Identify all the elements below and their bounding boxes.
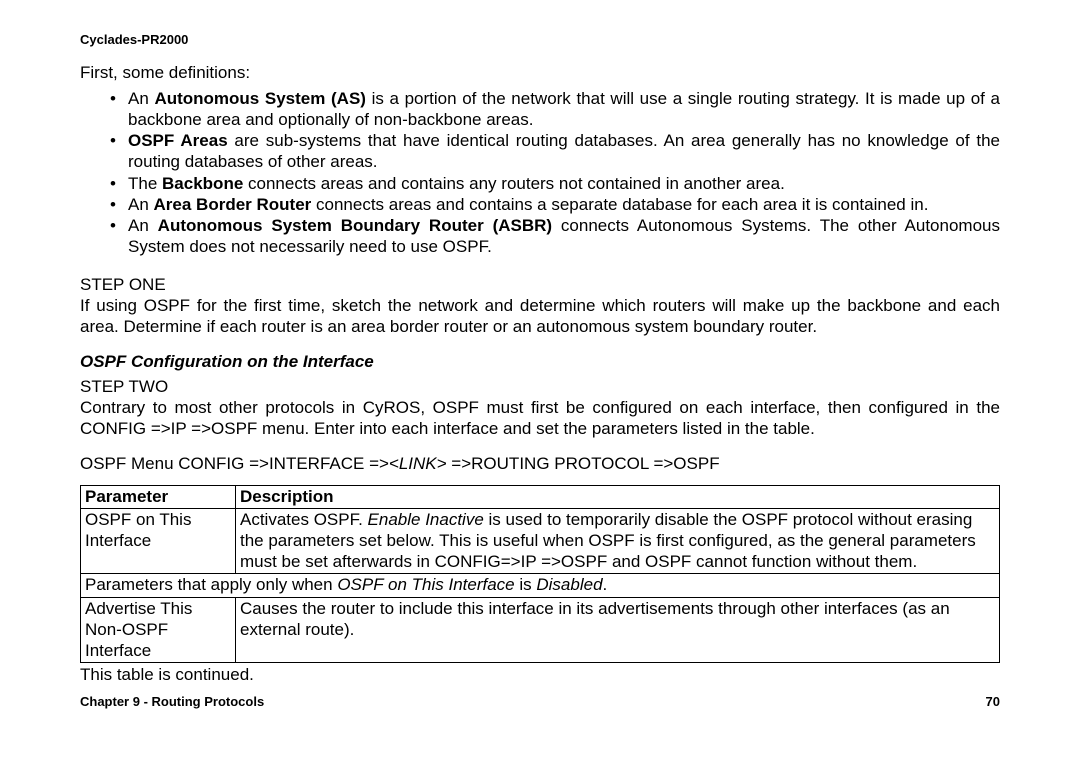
row2-mid: is — [515, 575, 537, 594]
step-one-body: If using OSPF for the first time, sketch… — [80, 295, 1000, 338]
menu-path-link: <LINK> — [389, 454, 447, 473]
row2-italic1: OSPF on This Interface — [337, 575, 514, 594]
menu-path-post: =>ROUTING PROTOCOL =>OSPF — [447, 454, 720, 473]
desc-pre: Activates OSPF. — [240, 510, 368, 529]
definition-prefix: An — [128, 195, 154, 214]
definition-text: connects areas and contains any routers … — [243, 174, 785, 193]
definition-text: connects areas and contains a separate d… — [311, 195, 928, 214]
definition-prefix: The — [128, 174, 162, 193]
row2-post: . — [603, 575, 608, 594]
table-header-param: Parameter — [81, 485, 236, 509]
definition-item: OSPF Areas are sub-systems that have ide… — [128, 130, 1000, 173]
definition-term: Backbone — [162, 174, 243, 193]
intro-text: First, some definitions: — [80, 62, 1000, 83]
table-row: Parameters that apply only when OSPF on … — [81, 574, 1000, 598]
table-cell-param: Advertise This Non-OSPF Interface — [81, 598, 236, 663]
definition-text: are sub-systems that have identical rout… — [128, 131, 1000, 171]
definitions-list: An Autonomous System (AS) is a portion o… — [80, 88, 1000, 258]
document-header: Cyclades-PR2000 — [80, 32, 1000, 48]
definition-term: Area Border Router — [154, 195, 312, 214]
section-heading: OSPF Configuration on the Interface — [80, 351, 1000, 372]
definition-item: An Area Border Router connects areas and… — [128, 194, 1000, 215]
definition-prefix: An — [128, 216, 158, 235]
definition-term: Autonomous System Boundary Router (ASBR) — [158, 216, 552, 235]
step-two-label: STEP TWO — [80, 376, 1000, 397]
definition-item: The Backbone connects areas and contains… — [128, 173, 1000, 194]
menu-path-pre: OSPF Menu CONFIG =>INTERFACE => — [80, 454, 389, 473]
definition-prefix: An — [128, 89, 154, 108]
table-header-row: Parameter Description — [81, 485, 1000, 509]
definition-term: Autonomous System (AS) — [154, 89, 366, 108]
definition-term: OSPF Areas — [128, 131, 228, 150]
footer-chapter: Chapter 9 - Routing Protocols — [80, 694, 264, 710]
menu-path: OSPF Menu CONFIG =>INTERFACE =><LINK> =>… — [80, 453, 1000, 474]
table-cell-desc: Activates OSPF. Enable Inactive is used … — [236, 509, 1000, 574]
desc-italic: Enable Inactive — [368, 510, 484, 529]
page-footer: Chapter 9 - Routing Protocols 70 — [80, 694, 1000, 710]
row2-pre: Parameters that apply only when — [85, 575, 337, 594]
table-header-desc: Description — [236, 485, 1000, 509]
table-cell-span: Parameters that apply only when OSPF on … — [81, 574, 1000, 598]
definition-item: An Autonomous System Boundary Router (AS… — [128, 215, 1000, 258]
table-cell-param: OSPF on This Interface — [81, 509, 236, 574]
table-row: OSPF on This Interface Activates OSPF. E… — [81, 509, 1000, 574]
table-row: Advertise This Non-OSPF Interface Causes… — [81, 598, 1000, 663]
step-one-label: STEP ONE — [80, 274, 1000, 295]
footer-page-number: 70 — [986, 694, 1000, 710]
definition-item: An Autonomous System (AS) is a portion o… — [128, 88, 1000, 131]
step-two-body: Contrary to most other protocols in CyRO… — [80, 397, 1000, 440]
parameter-table: Parameter Description OSPF on This Inter… — [80, 485, 1000, 664]
row2-italic2: Disabled — [536, 575, 602, 594]
table-cell-desc: Causes the router to include this interf… — [236, 598, 1000, 663]
table-continued-note: This table is continued. — [80, 664, 1000, 685]
